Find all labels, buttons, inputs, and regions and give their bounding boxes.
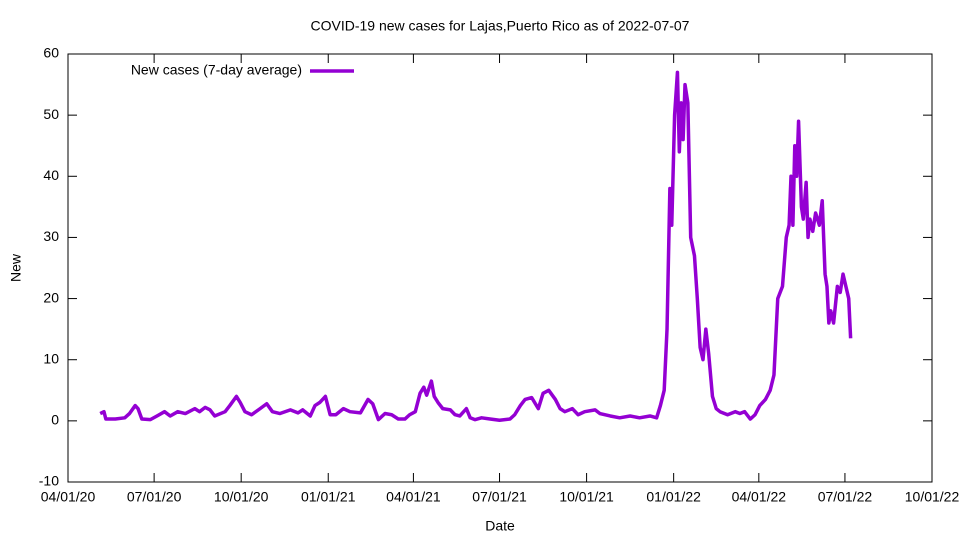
x-axis-label: Date xyxy=(485,518,515,534)
legend-label: New cases (7-day average) xyxy=(131,62,302,78)
y-tick-label: 20 xyxy=(43,289,59,305)
x-tick-label: 01/01/21 xyxy=(301,489,356,505)
x-tick-label: 07/01/22 xyxy=(818,489,873,505)
y-tick-label: 40 xyxy=(43,167,59,183)
y-axis-label: New xyxy=(8,253,24,282)
chart-title: COVID-19 new cases for Lajas,Puerto Rico… xyxy=(311,18,690,34)
x-tick-label: 10/01/22 xyxy=(905,489,960,505)
plot-border xyxy=(67,53,933,483)
x-tick-label: 04/01/21 xyxy=(386,489,441,505)
y-tick-label: 50 xyxy=(43,106,59,122)
y-tick-label: -10 xyxy=(39,473,59,489)
x-tick-label: 10/01/20 xyxy=(214,489,269,505)
y-tick-label: 10 xyxy=(43,350,59,366)
y-tick-label: 30 xyxy=(43,228,59,244)
y-tick-label: 0 xyxy=(51,412,59,428)
y-tick-label: 60 xyxy=(43,45,59,61)
x-tick-label: 07/01/20 xyxy=(127,489,182,505)
x-tick-label: 04/01/22 xyxy=(732,489,787,505)
x-tick-label: 07/01/21 xyxy=(472,489,527,505)
series-line xyxy=(99,70,853,422)
x-tick-label: 10/01/21 xyxy=(559,489,614,505)
x-tick-label: 01/01/22 xyxy=(646,489,701,505)
x-tick-label: 04/01/20 xyxy=(41,489,96,505)
